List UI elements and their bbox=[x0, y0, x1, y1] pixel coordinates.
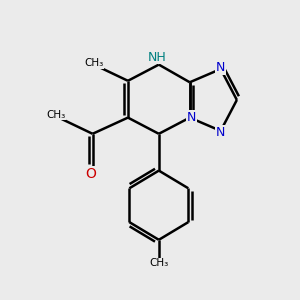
Text: NH: NH bbox=[148, 51, 167, 64]
Text: N: N bbox=[187, 111, 196, 124]
Text: N: N bbox=[216, 126, 225, 139]
Text: CH₃: CH₃ bbox=[84, 58, 104, 68]
Text: O: O bbox=[86, 167, 97, 181]
Text: CH₃: CH₃ bbox=[46, 110, 65, 120]
Text: CH₃: CH₃ bbox=[149, 258, 169, 268]
Text: N: N bbox=[216, 61, 225, 74]
